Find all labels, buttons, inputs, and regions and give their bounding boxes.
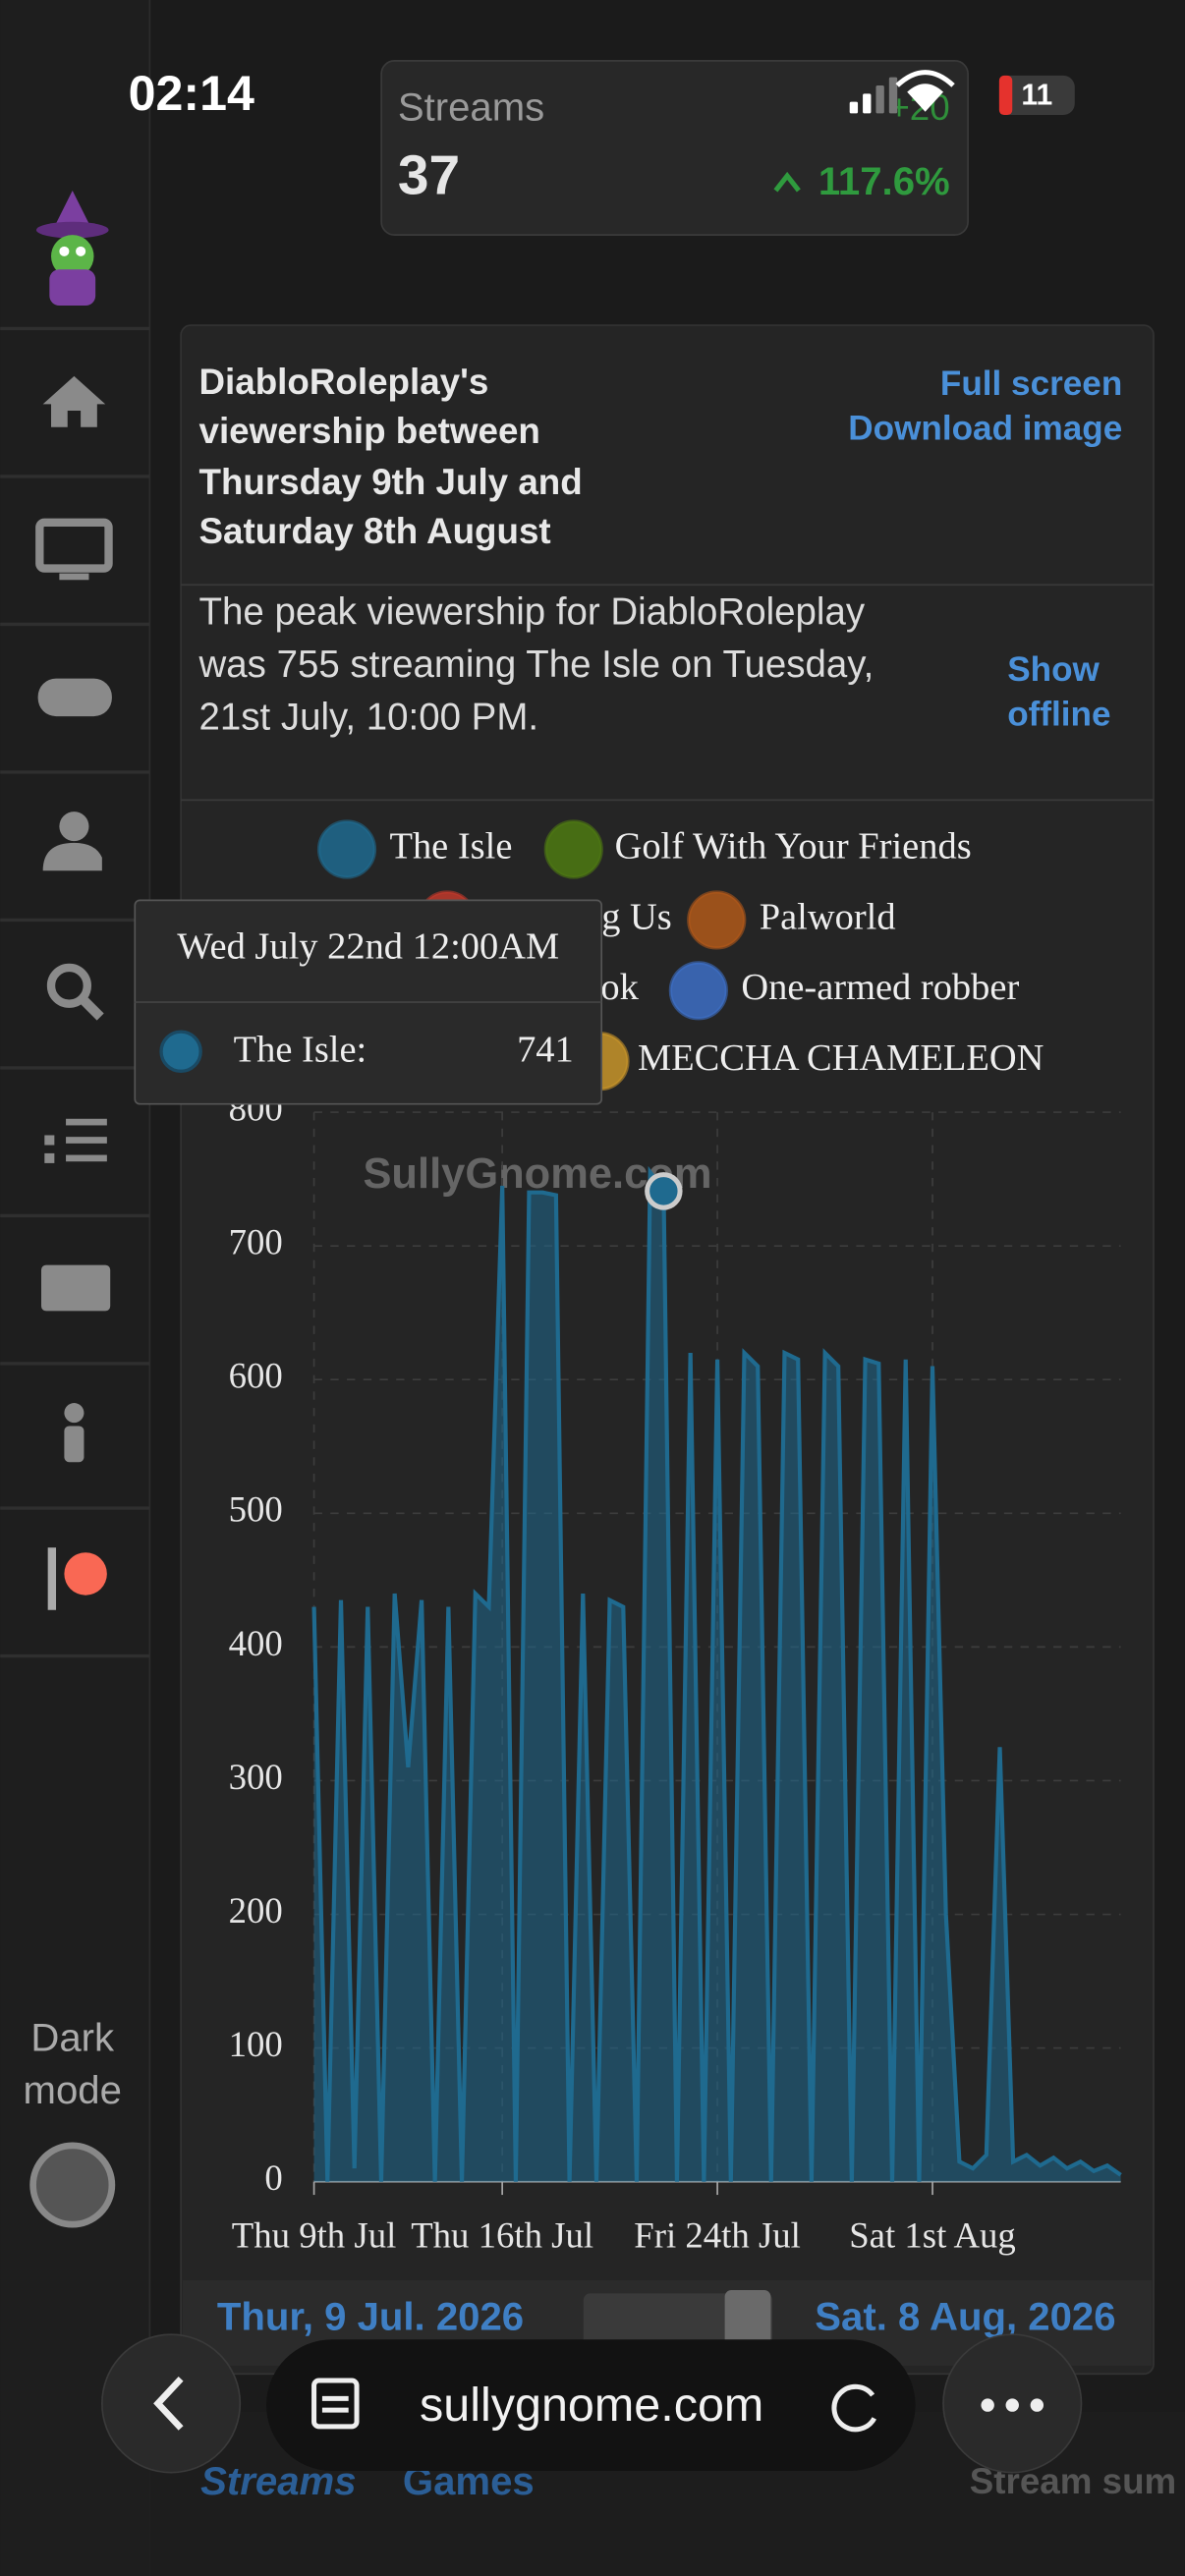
y-tick-label: 300	[229, 1757, 283, 1797]
back-icon	[153, 2377, 184, 2431]
gamepad-icon[interactable]	[37, 678, 112, 717]
y-tick-label: 100	[229, 2024, 283, 2064]
user-add-icon[interactable]	[59, 812, 89, 842]
list-icon[interactable]	[44, 1118, 107, 1163]
stat-value: 37	[398, 144, 460, 206]
up-arrow	[773, 171, 801, 193]
y-tick-label: 200	[229, 1890, 283, 1931]
show-offline-link[interactable]: offline	[1007, 695, 1110, 733]
url-text: sullygnome.com	[420, 2379, 763, 2432]
x-tick-label: Fri 24th Jul	[634, 2215, 801, 2256]
legend: The Isle Golf With Your Friends g Us Palwor…	[316, 819, 1044, 1092]
series-line	[311, 1165, 1122, 2182]
tooltip-date: Wed July 22nd 12:00AM	[177, 925, 559, 967]
search-icon[interactable]	[46, 963, 91, 1008]
download-link[interactable]: Download image	[848, 409, 1122, 447]
y-tick-label: 700	[229, 1222, 283, 1262]
legend-label: Golf With Your Friends	[615, 825, 972, 867]
description-line: The peak viewership for DiabloRoleplay	[199, 591, 866, 634]
title-line: DiabloRoleplay's	[199, 362, 489, 402]
legend-label: MECCHA CHAMELEON	[638, 1037, 1044, 1079]
dark-mode-label: mode	[24, 2068, 122, 2112]
date-to[interactable]: Sat. 8 Aug, 2026	[815, 2295, 1115, 2339]
sidebar-dividers	[0, 326, 150, 1658]
show-offline-link[interactable]: Show	[1007, 650, 1100, 689]
y-tick-label: 600	[229, 1356, 283, 1396]
reload-icon[interactable]	[831, 2383, 876, 2433]
status-time: 02:14	[129, 66, 254, 121]
hover-marker	[645, 1172, 683, 1210]
status-icons	[849, 70, 955, 114]
back-button[interactable]	[101, 2333, 242, 2474]
title-line: viewership between	[199, 411, 540, 451]
monitor-icon[interactable]	[35, 518, 113, 573]
more-icon	[981, 2398, 1044, 2412]
sidebar-icons[interactable]	[35, 375, 113, 1610]
y-tick-label: 0	[264, 2157, 282, 2198]
legend-marker	[543, 819, 603, 879]
series-area	[313, 1172, 1121, 2182]
url-bar[interactable]	[266, 2339, 916, 2471]
legend-label: Palworld	[760, 896, 896, 937]
description-line: 21st July, 10:00 PM.	[199, 697, 539, 739]
legend-marker	[316, 819, 377, 879]
legend-label: One-armed robber	[741, 967, 1019, 1008]
title-line: Thursday 9th July and	[199, 462, 583, 502]
user-add-body	[42, 842, 102, 871]
y-tick-label: 400	[229, 1623, 283, 1663]
full-screen-link[interactable]: Full screen	[940, 364, 1122, 403]
stat-percent: 117.6%	[818, 159, 950, 203]
battery-text: 11	[1021, 80, 1052, 112]
monitor-stand	[59, 573, 89, 581]
page-icon	[311, 2378, 360, 2430]
tooltip: Wed July 22nd 12:00AM The Isle: 741	[134, 899, 603, 1105]
y-tick-label: 500	[229, 1489, 283, 1530]
tooltip-value: 741	[517, 1030, 574, 1071]
news-icon[interactable]	[40, 1264, 111, 1312]
description: The peak viewership for DiabloRoleplay w…	[198, 591, 875, 739]
stat-card	[380, 60, 969, 236]
legend-label: The Isle	[389, 825, 512, 867]
wizard-logo	[35, 190, 109, 307]
battery	[998, 75, 1075, 116]
x-tick-label: Thu 16th Jul	[411, 2215, 593, 2256]
battery-level	[998, 75, 1013, 116]
x-tick-label: Sat 1st Aug	[849, 2215, 1016, 2256]
stat-label: Streams	[398, 85, 544, 130]
tooltip-marker	[159, 1030, 202, 1073]
range-handle[interactable]	[724, 2290, 771, 2350]
person-body	[64, 1426, 85, 1463]
person-icon[interactable]	[64, 1403, 85, 1424]
description-line: was 755 streaming The Isle on Tuesday,	[198, 644, 875, 686]
dark-mode-label: Dark	[30, 2015, 115, 2059]
legend-marker	[687, 890, 747, 950]
tooltip-label: The Isle:	[234, 1030, 367, 1071]
patreon-icon[interactable]	[47, 1547, 57, 1610]
dark-mode-toggle[interactable]	[29, 2142, 116, 2228]
legend-marker	[668, 961, 728, 1021]
legend-label: g Us	[601, 896, 672, 937]
x-tick-label: Thu 9th Jul	[232, 2215, 397, 2256]
date-from[interactable]: Thur, 9 Jul. 2026	[217, 2295, 524, 2339]
search-handle	[79, 995, 104, 1021]
patreon-dot	[64, 1552, 107, 1596]
home-icon[interactable]	[42, 375, 106, 427]
panel-title: DiabloRoleplay's viewership between Thur…	[199, 362, 583, 551]
title-line: Saturday 8th August	[199, 511, 551, 551]
